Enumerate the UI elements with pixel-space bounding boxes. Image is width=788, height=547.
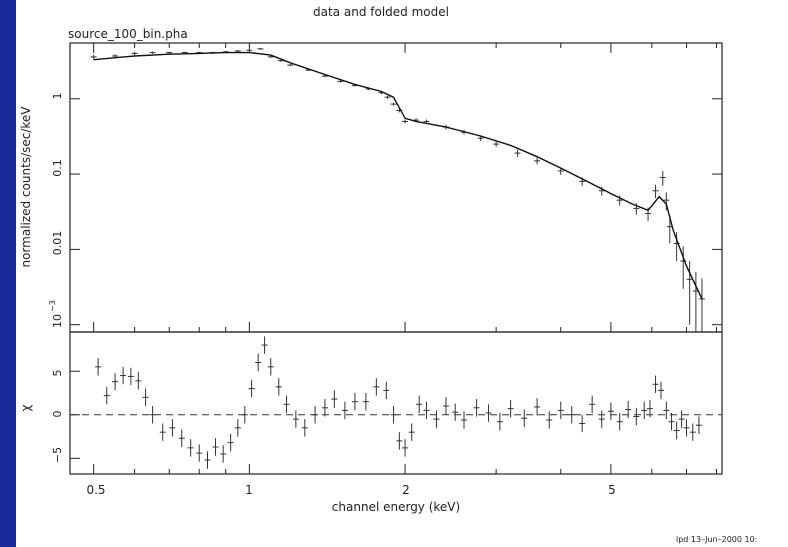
spectrum-figure: data and folded model source_100_bin.pha… xyxy=(19,5,757,544)
spectrum-marks xyxy=(90,47,705,332)
y-tick-label-0.1: 0.1 xyxy=(51,159,64,177)
residual-y-tick-0: 0 xyxy=(51,411,64,418)
residual-y-tick-labels: 5 0 −5 xyxy=(51,370,64,464)
y-tick-label-1e-3: 10 −3 xyxy=(48,300,64,328)
y-tick-label-1e-3-exponent: −3 xyxy=(48,300,57,312)
x-tick-0.5: 0.5 xyxy=(86,483,105,497)
residual-y-tick-5: 5 xyxy=(51,370,64,377)
chart-subtitle: source_100_bin.pha xyxy=(68,27,188,41)
bottom-panel-frame xyxy=(69,331,723,475)
y-axis-label: normalized counts/sec/keV xyxy=(19,106,33,268)
axis-ticks xyxy=(70,43,722,474)
y-tick-label-1e-3-base: 10 xyxy=(51,314,64,328)
y-tick-label-0.01: 0.01 xyxy=(51,231,64,256)
top-y-tick-labels: 1 0.1 0.01 10 −3 xyxy=(48,93,64,329)
x-tick-5: 5 xyxy=(608,483,616,497)
x-axis-label: channel energy (keV) xyxy=(332,500,460,514)
x-tick-labels: 0.5 1 2 5 xyxy=(86,483,615,497)
residual-y-tick-minus5: −5 xyxy=(51,447,64,463)
top-panel-frame xyxy=(69,42,723,333)
residual-marks xyxy=(95,336,702,469)
x-tick-1: 1 xyxy=(245,483,253,497)
y-tick-label-1: 1 xyxy=(51,93,64,100)
folded-model-line xyxy=(93,51,703,300)
residual-y-axis-label: χ xyxy=(19,404,33,411)
chart-title: data and folded model xyxy=(313,5,449,19)
x-tick-2: 2 xyxy=(402,483,410,497)
footer-stamp: lpd 13–Jun–2000 10: xyxy=(676,535,757,544)
plot-page: data and folded model source_100_bin.pha… xyxy=(16,0,788,547)
